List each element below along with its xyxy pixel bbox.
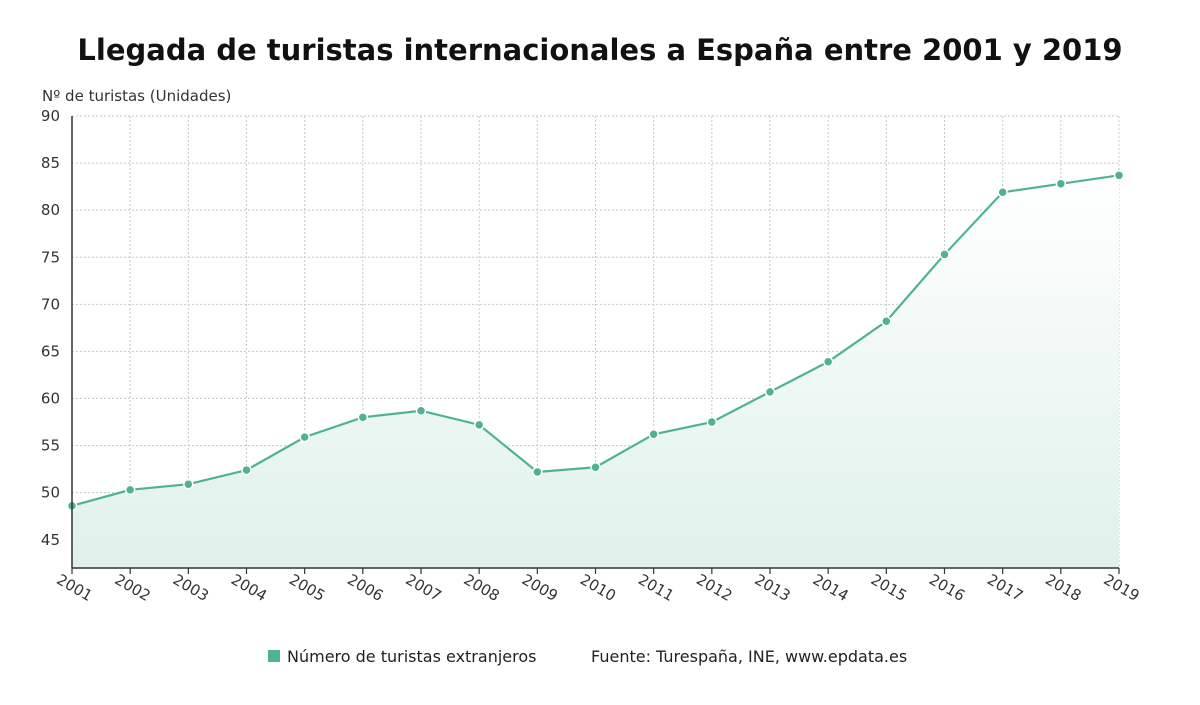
x-tick-label: 2011 [635, 570, 677, 605]
y-tick-label: 60 [41, 390, 60, 408]
y-tick-label: 55 [41, 437, 60, 455]
data-points [66, 170, 1125, 512]
y-tick-label: 65 [41, 342, 60, 360]
data-point [881, 316, 892, 327]
x-tick-label: 2010 [577, 570, 619, 605]
x-tick-label: 2007 [402, 570, 444, 605]
data-point [1055, 178, 1067, 190]
y-tick-label: 85 [41, 154, 60, 172]
x-tick-label: 2019 [1100, 570, 1142, 605]
x-tick-label: 2004 [228, 570, 270, 605]
x-tick-labels: 2001 2002 2003 2004 2005 2006 2007 2008 2009 2010… [53, 570, 1142, 605]
x-tick-label: 2002 [112, 570, 154, 605]
y-tick-label: 75 [41, 248, 60, 266]
data-point [1113, 170, 1125, 181]
x-tick-label: 2009 [519, 570, 561, 605]
data-point [473, 419, 485, 431]
x-tick-label: 2001 [53, 570, 95, 605]
y-tick-label: 45 [41, 531, 60, 549]
data-point [939, 249, 950, 260]
data-point [357, 412, 369, 423]
x-tick-label: 2016 [926, 570, 968, 605]
y-tick-label: 90 [41, 107, 60, 125]
x-tick-label: 2013 [751, 570, 793, 605]
y-tick-label: 80 [41, 201, 60, 219]
x-tick-label: 2014 [810, 570, 852, 605]
data-point [183, 478, 194, 490]
x-tick-label: 2006 [344, 570, 386, 605]
area-fill [72, 175, 1119, 568]
x-tick-label: 2017 [984, 570, 1026, 605]
y-axis-label: Nº de turistas (Unidades) [42, 87, 231, 105]
legend-swatch [268, 650, 280, 662]
x-tick-label: 2008 [461, 570, 503, 605]
data-point [299, 431, 310, 443]
x-tick-label: 2005 [286, 570, 328, 605]
data-point [590, 461, 601, 473]
axes [71, 116, 1120, 574]
data-point [648, 429, 659, 440]
y-tick-label: 70 [41, 295, 60, 313]
y-tick-labels: 45 50 55 60 65 70 75 80 85 90 [41, 107, 60, 549]
x-tick-label: 2015 [868, 570, 910, 605]
data-point [822, 356, 834, 368]
data-point [532, 466, 543, 478]
x-tick-label: 2012 [693, 570, 735, 605]
x-tick-label: 2003 [170, 570, 212, 605]
legend-series-label: Número de turistas extranjeros [287, 647, 536, 666]
data-point [997, 187, 1008, 198]
legend: Número de turistas extranjeros Fuente: T… [268, 647, 907, 666]
x-tick-label: 2018 [1042, 570, 1084, 605]
data-point [764, 386, 776, 398]
chart-title: Llegada de turistas internacionales a Es… [77, 33, 1122, 67]
data-point [124, 484, 136, 496]
data-point [706, 416, 718, 428]
source-note: Fuente: Turespaña, INE, www.epdata.es [591, 647, 907, 666]
y-tick-label: 50 [41, 484, 60, 502]
data-point [241, 464, 252, 476]
data-point [415, 405, 427, 416]
